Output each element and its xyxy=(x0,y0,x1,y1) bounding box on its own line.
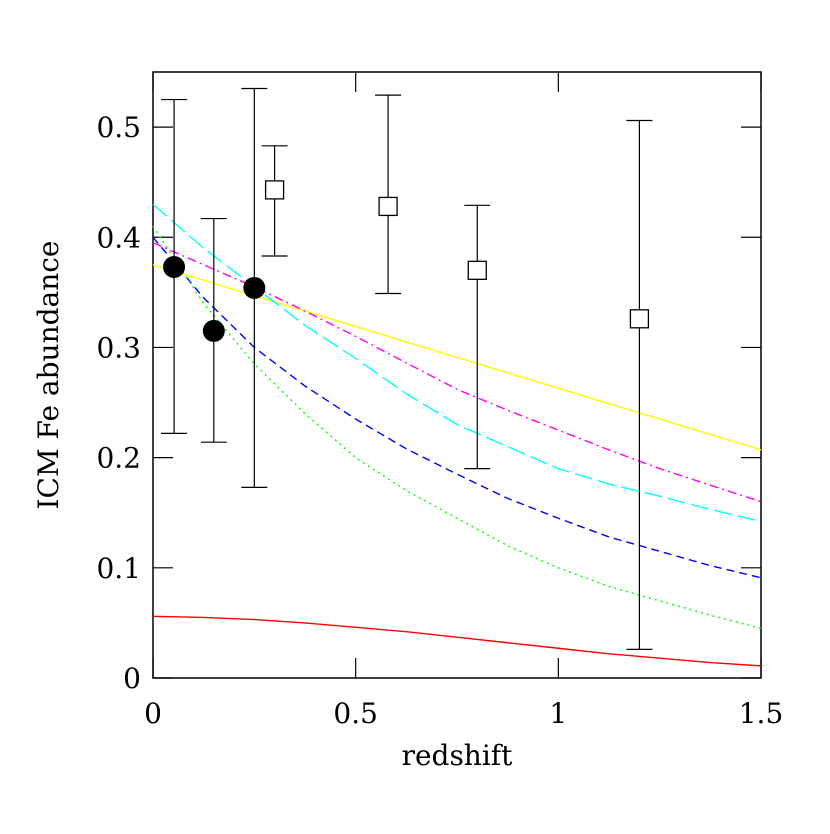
data-point xyxy=(467,260,487,280)
y-tick-label: 0 xyxy=(123,662,141,695)
y-tick-label: 0.4 xyxy=(96,221,141,254)
x-tick-label: 0 xyxy=(144,697,162,730)
y-tick-label: 0.3 xyxy=(96,331,141,364)
plot-frame xyxy=(152,71,762,679)
x-tick-label: 0.5 xyxy=(333,697,378,730)
model-curve xyxy=(152,615,762,667)
model-curve xyxy=(152,203,762,523)
y-tick-label: 0.2 xyxy=(96,442,141,475)
data-point xyxy=(264,180,285,200)
y-tick-label: 0.5 xyxy=(96,111,141,144)
model-curve xyxy=(152,242,762,503)
model-curve xyxy=(152,264,762,451)
data-point xyxy=(202,319,225,342)
data-point xyxy=(163,256,186,279)
y-axis-label: ICM Fe abundance xyxy=(32,240,65,509)
data-point xyxy=(243,276,266,299)
x-tick-label: 1.5 xyxy=(739,697,784,730)
data-point xyxy=(378,196,398,217)
data-point xyxy=(629,309,650,329)
model-curve xyxy=(152,225,762,630)
y-tick-label: 0.1 xyxy=(96,552,141,585)
x-tick-label: 1 xyxy=(549,697,567,730)
x-axis-label: redshift xyxy=(402,739,514,772)
